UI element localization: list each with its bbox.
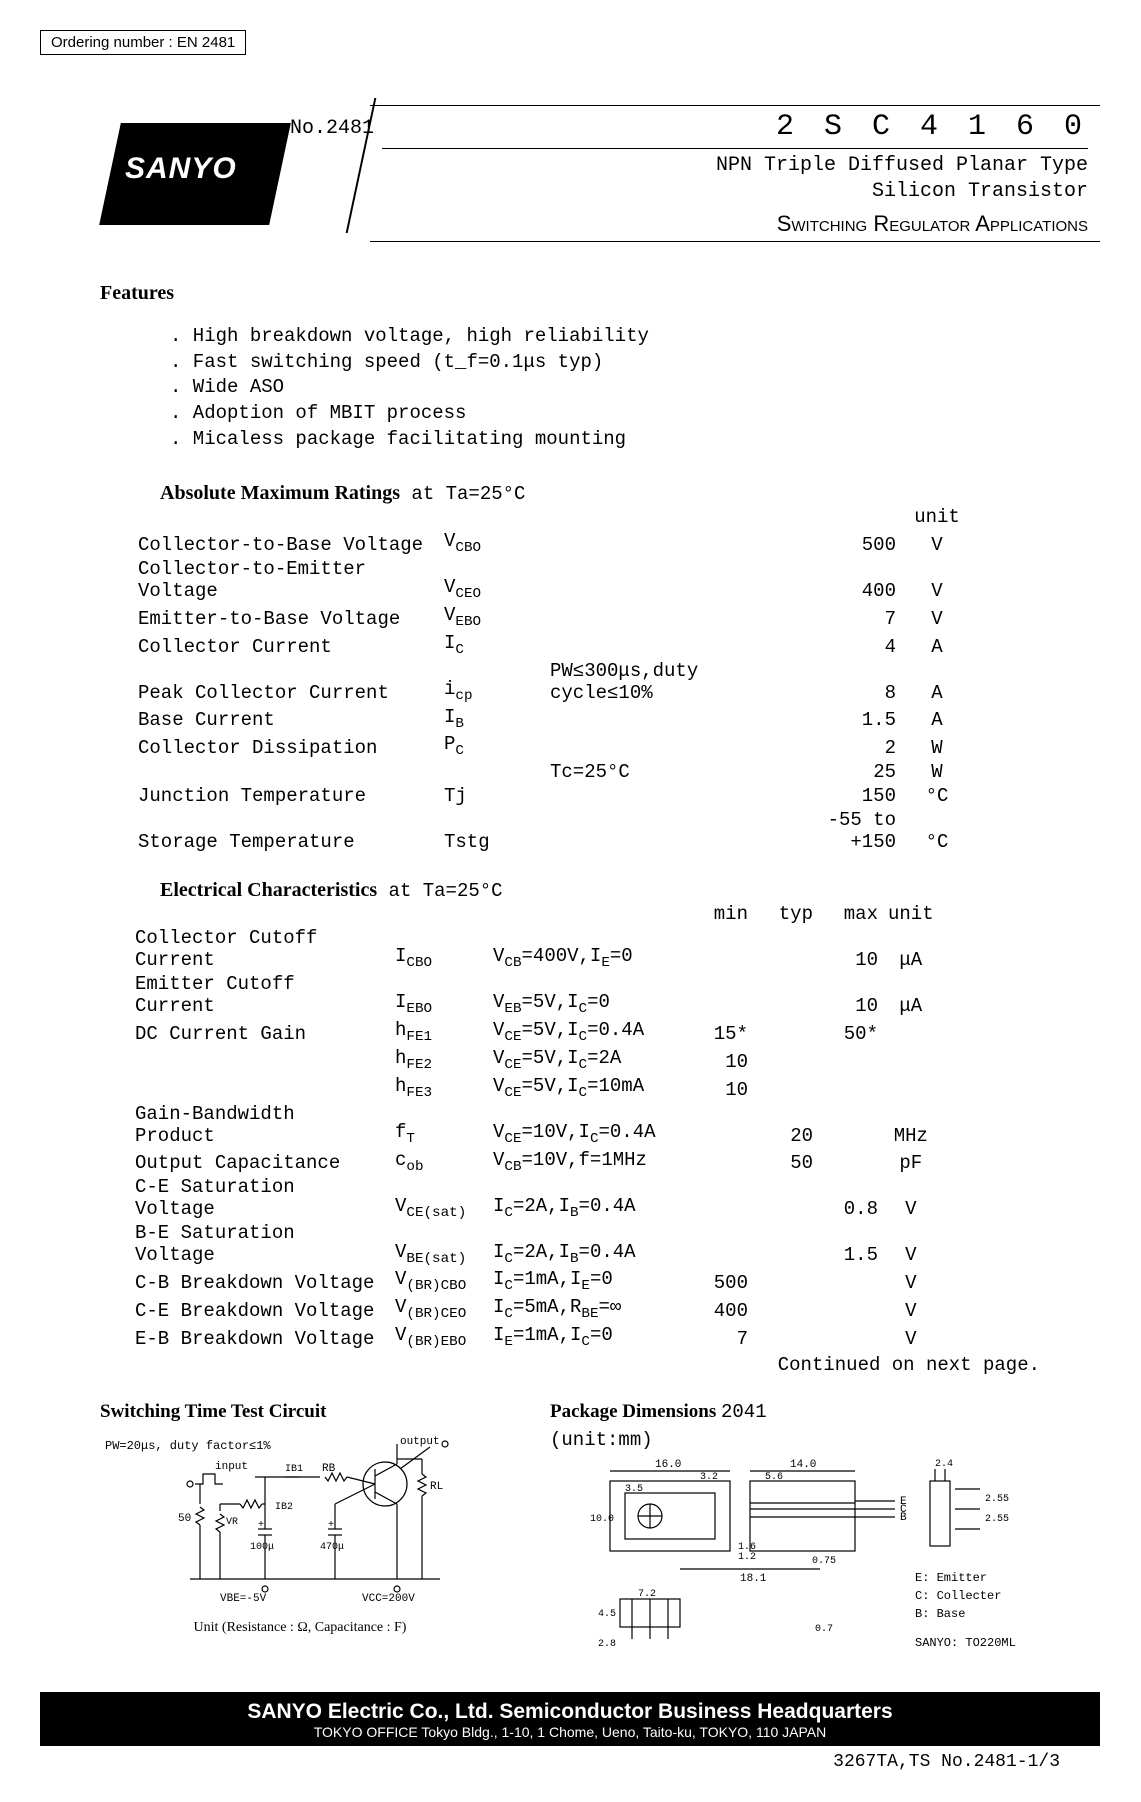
elec-condition: at Ta=25°C: [377, 880, 502, 902]
amr-table: unit Collector-to-Base VoltageVCBO500VCo…: [130, 505, 970, 854]
continued-note: Continued on next page.: [40, 1354, 1040, 1376]
circuit-heading: Switching Time Test Circuit: [100, 1401, 500, 1423]
svg-text:3.2: 3.2: [700, 1472, 718, 1483]
svg-text:B: B: [900, 1512, 907, 1524]
svg-text:IB1: IB1: [285, 1464, 303, 1475]
brand-logo: SANYO: [125, 152, 237, 186]
table-row: Storage TemperatureTstg-55 to +150°C: [130, 808, 970, 854]
amr-heading: Absolute Maximum Ratings: [160, 482, 400, 504]
svg-text:7.2: 7.2: [638, 1589, 656, 1600]
table-row: Peak Collector CurrenticpPW≤300μs,duty c…: [130, 659, 970, 705]
table-row: Collector-to-Emitter VoltageVCEO400V: [130, 557, 970, 603]
circuit-diagram: PW=20μs, duty factor≤1% output RL input: [100, 1429, 500, 1609]
amr-unit-header: unit: [904, 505, 970, 529]
svg-text:18.1: 18.1: [740, 1573, 767, 1585]
svg-text:470μ: 470μ: [320, 1542, 344, 1553]
table-row: C-E Saturation VoltageVCE(sat)IC=2A,IB=0…: [130, 1175, 939, 1221]
footer-page-ref: 3267TA,TS No.2481-1/3: [40, 1752, 1060, 1772]
svg-text:4.5: 4.5: [598, 1609, 616, 1620]
elec-table: min typ max unit Collector Cutoff Curren…: [130, 902, 939, 1351]
col-min: min: [688, 902, 753, 926]
table-row: hFE2VCE=5V,IC=2A10: [130, 1046, 939, 1074]
footer-line2: TOKYO OFFICE Tokyo Bldg., 1-10, 1 Chome,…: [65, 1724, 1075, 1740]
svg-text:5.6: 5.6: [765, 1472, 783, 1483]
footer-bar: SANYO Electric Co., Ltd. Semiconductor B…: [40, 1692, 1100, 1746]
footer-line1: SANYO Electric Co., Ltd. Semiconductor B…: [65, 1700, 1075, 1724]
table-row: Tc=25°C25W: [130, 760, 970, 784]
col-unit: unit: [883, 902, 939, 926]
svg-text:+: +: [328, 1520, 334, 1531]
circuit-unit-note: Unit (Resistance : Ω, Capacitance : F): [100, 1620, 500, 1636]
package-diagram: 16.0 3.2 3.5 10.0 14.0 5.6 E C B 1.6: [550, 1451, 1030, 1661]
table-row: Base CurrentIB1.5A: [130, 705, 970, 733]
table-row: C-B Breakdown VoltageV(BR)CBOIC=1mA,IE=0…: [130, 1267, 939, 1295]
svg-text:+: +: [258, 1520, 264, 1531]
table-row: DC Current GainhFE1VCE=5V,IC=0.4A15*50*: [130, 1018, 939, 1046]
package-block: Package Dimensions 2041 (unit:mm) 16.0 3…: [550, 1401, 1030, 1667]
svg-text:output: output: [400, 1436, 440, 1448]
svg-text:E: Emitter: E: Emitter: [915, 1571, 987, 1585]
feature-item: . Fast switching speed (t_f=0.1μs typ): [170, 350, 1100, 376]
table-row: E-B Breakdown VoltageV(BR)EBOIE=1mA,IC=0…: [130, 1323, 939, 1351]
svg-text:RL: RL: [430, 1481, 443, 1493]
table-row: Collector-to-Base VoltageVCBO500V: [130, 529, 970, 557]
svg-text:2.8: 2.8: [598, 1639, 616, 1650]
svg-text:14.0: 14.0: [790, 1459, 816, 1471]
svg-text:0.75: 0.75: [812, 1556, 836, 1567]
features-heading: Features: [100, 282, 1100, 305]
svg-text:VCC=200V: VCC=200V: [362, 1593, 415, 1605]
table-row: Emitter-to-Base VoltageVEBO7V: [130, 603, 970, 631]
subtitle-line2: Silicon Transistor: [382, 179, 1088, 205]
col-typ: typ: [753, 902, 818, 926]
logo-block: SANYO No.2481: [110, 105, 370, 225]
table-row: Output CapacitancecobVCB=10V,f=1MHz50pF: [130, 1148, 939, 1176]
svg-text:IB2: IB2: [275, 1502, 293, 1513]
svg-text:2.4: 2.4: [935, 1459, 953, 1470]
svg-text:VBE=-5V: VBE=-5V: [220, 1593, 267, 1605]
svg-text:0.7: 0.7: [815, 1624, 833, 1635]
switching-circuit-block: Switching Time Test Circuit PW=20μs, dut…: [100, 1401, 500, 1667]
feature-item: . Micaless package facilitating mounting: [170, 427, 1100, 453]
svg-text:16.0: 16.0: [655, 1459, 681, 1471]
table-row: Emitter Cutoff CurrentIEBOVEB=5V,IC=010μ…: [130, 972, 939, 1018]
svg-text:VR: VR: [226, 1517, 238, 1528]
table-row: Junction TemperatureTj150°C: [130, 784, 970, 808]
col-max: max: [818, 902, 883, 926]
elec-heading: Electrical Characteristics: [160, 879, 377, 901]
document-number: No.2481: [290, 117, 374, 140]
svg-text:100μ: 100μ: [250, 1542, 274, 1553]
svg-text:2.55: 2.55: [985, 1514, 1009, 1525]
package-unit-note: (unit:mm): [550, 1429, 1030, 1451]
part-number: 2 S C 4 1 6 0: [382, 110, 1088, 149]
table-row: Collector DissipationPC2W: [130, 732, 970, 760]
feature-item: . Adoption of MBIT process: [170, 401, 1100, 427]
application-line: Switching Regulator Applications: [382, 211, 1088, 237]
svg-text:2.55: 2.55: [985, 1494, 1009, 1505]
svg-text:B: Base: B: Base: [915, 1607, 965, 1621]
table-row: Gain-Bandwidth ProductfTVCE=10V,IC=0.4A2…: [130, 1102, 939, 1148]
feature-item: . Wide ASO: [170, 375, 1100, 401]
table-row: hFE3VCE=5V,IC=10mA10: [130, 1074, 939, 1102]
ordering-number: Ordering number : EN 2481: [40, 30, 246, 55]
svg-text:50: 50: [178, 1513, 191, 1525]
header: SANYO No.2481 2 S C 4 1 6 0 NPN Triple D…: [110, 105, 1100, 242]
svg-text:SANYO: TO220ML: SANYO: TO220ML: [915, 1636, 1016, 1650]
svg-text:input: input: [215, 1461, 248, 1473]
features-list: . High breakdown voltage, high reliabili…: [130, 324, 1100, 452]
svg-text:PW=20μs, duty factor≤1%: PW=20μs, duty factor≤1%: [105, 1439, 271, 1453]
feature-item: . High breakdown voltage, high reliabili…: [170, 324, 1100, 350]
table-row: Collector Cutoff CurrentICBOVCB=400V,IE=…: [130, 926, 939, 972]
table-row: B-E Saturation VoltageVBE(sat)IC=2A,IB=0…: [130, 1221, 939, 1267]
svg-text:3.5: 3.5: [625, 1484, 643, 1495]
subtitle-line1: NPN Triple Diffused Planar Type: [382, 153, 1088, 179]
package-heading: Package Dimensions 2041: [550, 1401, 1030, 1423]
table-row: C-E Breakdown VoltageV(BR)CEOIC=5mA,RBE=…: [130, 1295, 939, 1323]
table-row: Collector CurrentIC4A: [130, 631, 970, 659]
svg-text:10.0: 10.0: [590, 1514, 614, 1525]
svg-text:C: Collecter: C: Collecter: [915, 1589, 1001, 1603]
amr-condition: at Ta=25°C: [400, 483, 525, 505]
title-area: 2 S C 4 1 6 0 NPN Triple Diffused Planar…: [370, 105, 1100, 242]
svg-text:RB: RB: [322, 1463, 336, 1475]
svg-text:1.2: 1.2: [738, 1552, 756, 1563]
